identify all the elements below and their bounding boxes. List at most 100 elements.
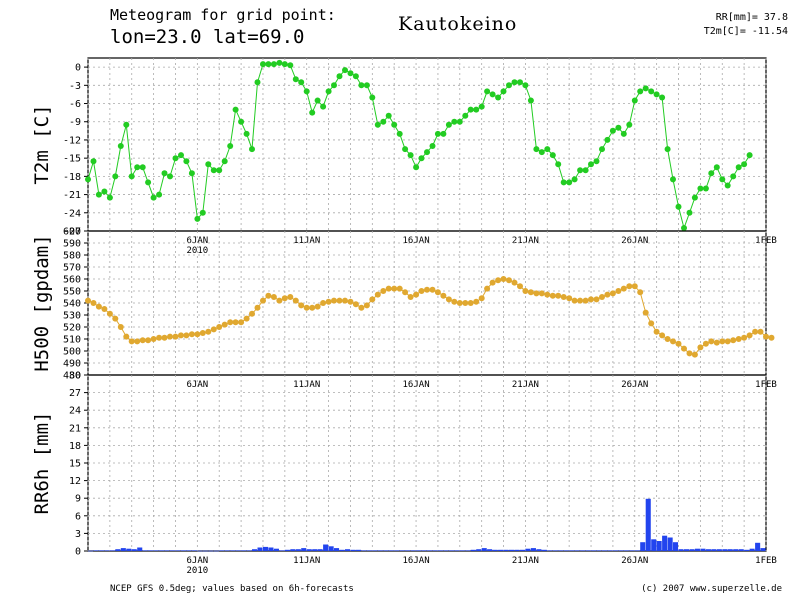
data-point <box>374 121 381 128</box>
precip-bar <box>213 550 219 552</box>
y-axis-label: T2m [C] <box>31 104 53 184</box>
data-point <box>101 188 108 195</box>
data-point <box>730 173 737 180</box>
precip-bar <box>186 550 192 551</box>
precip-bar <box>722 549 728 551</box>
data-point <box>95 303 102 310</box>
data-point <box>686 209 693 216</box>
panel-frame <box>87 57 767 232</box>
precip-bar <box>361 550 367 551</box>
data-point <box>495 94 502 101</box>
data-point <box>620 130 627 137</box>
data-point <box>615 288 622 294</box>
data-point <box>205 161 212 168</box>
precip-bar <box>350 549 356 551</box>
y-tick-label: -6 <box>69 99 81 110</box>
precip-bar <box>541 549 547 551</box>
y-axis-label: H500 [gpdam] <box>31 234 53 371</box>
data-point <box>254 79 261 86</box>
data-point <box>517 79 523 86</box>
precip-bar <box>137 547 143 551</box>
data-point <box>495 277 502 284</box>
data-point <box>675 203 682 210</box>
data-point <box>424 286 430 293</box>
data-point <box>336 297 343 304</box>
precip-bar <box>470 549 476 551</box>
data-point <box>363 82 370 89</box>
data-point <box>352 301 359 308</box>
x-tick-label-26jan: 26JAN <box>621 556 648 566</box>
data-point <box>555 292 562 299</box>
data-point <box>527 289 534 296</box>
data-point <box>396 285 403 292</box>
data-point <box>702 340 709 347</box>
precip-bar <box>175 550 181 551</box>
precip-bar <box>405 550 411 551</box>
precip-bar <box>684 549 690 551</box>
rr-summary: RR[mm]= 37.8 <box>715 12 788 23</box>
precip-bar <box>520 549 526 551</box>
precip-bar <box>416 550 422 551</box>
data-point <box>599 146 605 153</box>
header-title: Meteogram for grid point: <box>110 6 336 24</box>
precip-bar <box>219 550 225 551</box>
data-point <box>626 283 633 290</box>
precip-bar <box>738 549 744 551</box>
x-tick-label-21jan: 21JAN <box>512 556 539 566</box>
data-point <box>314 97 321 104</box>
precip-bar <box>498 549 504 551</box>
data-point <box>150 194 157 201</box>
precip-bar <box>476 549 482 551</box>
data-point <box>232 106 239 113</box>
copyright-note: (c) 2007 www.superzelle.de <box>641 584 782 594</box>
precip-bar <box>224 550 230 551</box>
data-point <box>292 76 299 83</box>
precip-bar <box>530 548 536 551</box>
data-point <box>473 106 480 113</box>
data-point <box>670 338 676 345</box>
data-point <box>194 215 201 222</box>
data-point <box>588 296 594 303</box>
data-point <box>735 164 742 171</box>
data-point <box>719 338 726 345</box>
data-point <box>112 173 119 180</box>
data-point <box>626 121 633 128</box>
precip-bar <box>547 550 553 551</box>
y-tick-label: 15 <box>69 459 81 470</box>
y-tick-label: -21 <box>63 190 81 201</box>
data-point <box>484 285 491 292</box>
precip-bar <box>263 546 269 551</box>
precip-bar <box>651 539 657 551</box>
data-point <box>620 285 627 292</box>
data-point <box>713 339 720 346</box>
data-point <box>172 333 179 340</box>
data-source-note: NCEP GFS 0.5deg; values based on 6h-fore… <box>110 584 354 594</box>
precip-bar <box>284 549 290 551</box>
data-point <box>320 300 327 306</box>
data-point <box>298 302 305 309</box>
data-point <box>735 336 742 342</box>
precip-bar <box>355 549 361 551</box>
data-point <box>702 185 709 192</box>
precip-bar <box>399 550 405 551</box>
data-point <box>752 328 759 335</box>
data-point <box>145 179 152 186</box>
precip-bar <box>662 535 668 551</box>
data-point <box>478 103 485 110</box>
y-tick-label: 3 <box>75 529 81 540</box>
data-point <box>560 179 567 186</box>
precip-bar <box>503 549 509 551</box>
data-point <box>260 61 266 68</box>
precip-bar <box>148 550 154 551</box>
data-point <box>325 88 332 95</box>
y-tick-label: 27 <box>69 388 81 399</box>
precip-bar <box>607 550 613 551</box>
data-point <box>221 321 228 328</box>
precip-bar <box>115 549 121 551</box>
data-point <box>538 149 545 156</box>
precip-bar <box>727 549 733 551</box>
data-point <box>746 152 753 159</box>
precip-bar <box>273 548 279 551</box>
